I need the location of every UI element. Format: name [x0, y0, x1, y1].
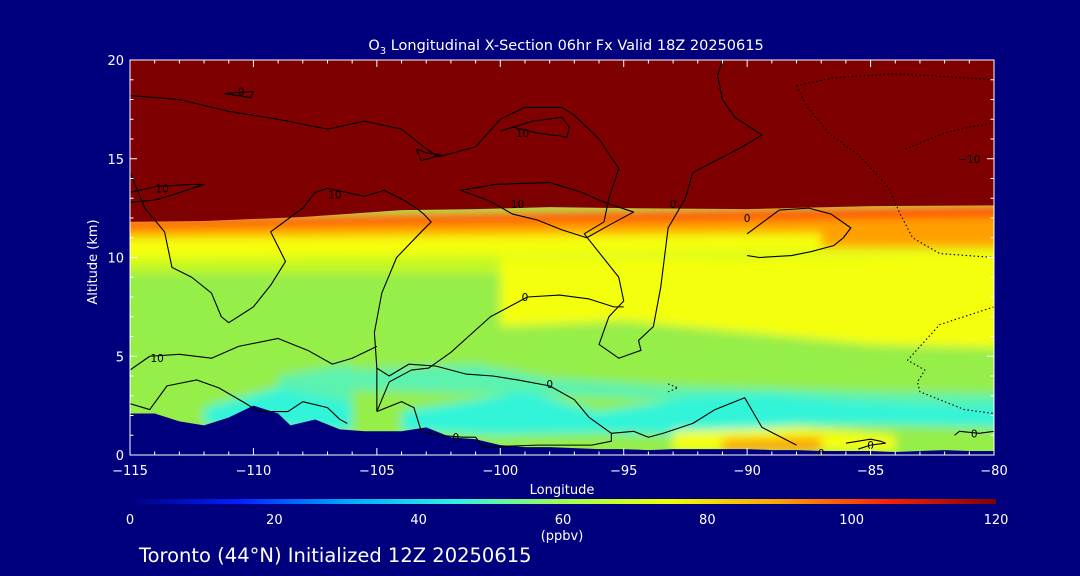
- contour-label: 0: [453, 432, 460, 444]
- band-surface-orange: [722, 437, 822, 452]
- band-cyan: [401, 391, 994, 436]
- contour-lines: [130, 60, 994, 450]
- contour-line: [130, 337, 378, 371]
- contour-line: [223, 91, 254, 99]
- x-axis: −115 −110 −105 −100 −95 −90 −85 −80: [112, 60, 1008, 479]
- contour-line: [954, 430, 994, 436]
- contour-line: [611, 397, 797, 446]
- band-cyan-green: [352, 364, 994, 409]
- x-tick-label: −80: [980, 464, 1007, 479]
- band-red: [130, 204, 994, 227]
- band-stratosphere: [130, 60, 994, 222]
- contour-label: 10: [155, 183, 168, 195]
- colorbar-tick-label: 0: [126, 513, 134, 528]
- contour-line-negative: [907, 306, 994, 415]
- field-color-bands: [130, 60, 994, 455]
- contour-label: 0: [238, 87, 245, 99]
- contour-labels: 0101010100001000000−10: [150, 87, 980, 460]
- contour-line: [376, 363, 612, 448]
- colorbar: 0 20 40 60 80 100 120 (ppbv): [126, 499, 1009, 544]
- contour-line: [746, 207, 852, 259]
- contour-label: 0: [522, 292, 529, 304]
- contour-line-negative: [904, 122, 994, 150]
- contour-label: 10: [328, 189, 341, 201]
- colorbar-units: (ppbv): [541, 529, 584, 544]
- contour-line: [845, 438, 886, 450]
- x-tick-label: −115: [112, 464, 148, 479]
- y-tick-label: 5: [116, 350, 124, 365]
- x-axis-label: Longitude: [530, 483, 595, 498]
- colorbar-tick-label: 20: [266, 513, 283, 528]
- contour-line: [376, 294, 624, 412]
- y-tick-label: 15: [107, 153, 124, 168]
- contour-line: [130, 183, 205, 203]
- contour-label: −10: [958, 154, 980, 166]
- y-axis-label: Altitude (km): [86, 219, 101, 304]
- y-tick-label: 10: [107, 252, 124, 267]
- y-tick-label: 0: [116, 449, 124, 464]
- colorbar-tick-label: 60: [555, 513, 572, 528]
- x-tick-label: −105: [359, 464, 395, 479]
- x-tick-label: −90: [733, 464, 760, 479]
- colorbar-tick-label: 120: [984, 513, 1009, 528]
- x-tick-label: −110: [236, 464, 272, 479]
- contour-label: 0: [867, 440, 874, 452]
- colorbar-ticks: 0 20 40 60 80 100 120: [126, 513, 1009, 528]
- chart-title-rest: Longitudinal X-Section 06hr Fx Valid 18Z…: [386, 38, 764, 54]
- colorbar-gradient: [130, 499, 996, 504]
- x-tick-label: −95: [610, 464, 637, 479]
- contour-label: 10: [516, 128, 529, 140]
- contour-line: [130, 379, 348, 424]
- location-init-text: Toronto (44°N) Initialized 12Z 20250615: [138, 544, 532, 567]
- contour-label: 10: [150, 353, 163, 365]
- contour-line: [130, 60, 763, 359]
- contour-label: 0: [670, 199, 677, 211]
- band-orange: [130, 214, 994, 238]
- terrain-mask: [130, 405, 994, 455]
- colorbar-tick-label: 100: [839, 513, 864, 528]
- y-tick-label: 20: [107, 54, 124, 69]
- contour-line: [500, 116, 570, 138]
- chart-title-prefix: O: [368, 38, 379, 54]
- band-yellow-east: [500, 252, 994, 348]
- band-orange-east: [821, 218, 994, 248]
- chart-title-subscript: 3: [380, 46, 386, 57]
- chart-title: O3 Longitudinal X-Section 06hr Fx Valid …: [368, 38, 763, 57]
- contour-line: [460, 181, 635, 239]
- contour-label: 0: [744, 213, 751, 225]
- contour-line: [415, 148, 442, 162]
- contour-line-negative: [796, 73, 994, 87]
- x-tick-label: −85: [857, 464, 884, 479]
- contour-label: 10: [511, 199, 524, 211]
- contour-label: 0: [546, 379, 553, 391]
- y-axis: 0 5 10 15 20: [107, 54, 994, 464]
- colorbar-tick-label: 40: [410, 513, 427, 528]
- contour-label: 0: [971, 428, 978, 440]
- contour-line: [130, 172, 432, 412]
- ozone-field: [130, 60, 994, 455]
- x-tick-label: −100: [482, 464, 518, 479]
- colorbar-tick-label: 80: [699, 513, 716, 528]
